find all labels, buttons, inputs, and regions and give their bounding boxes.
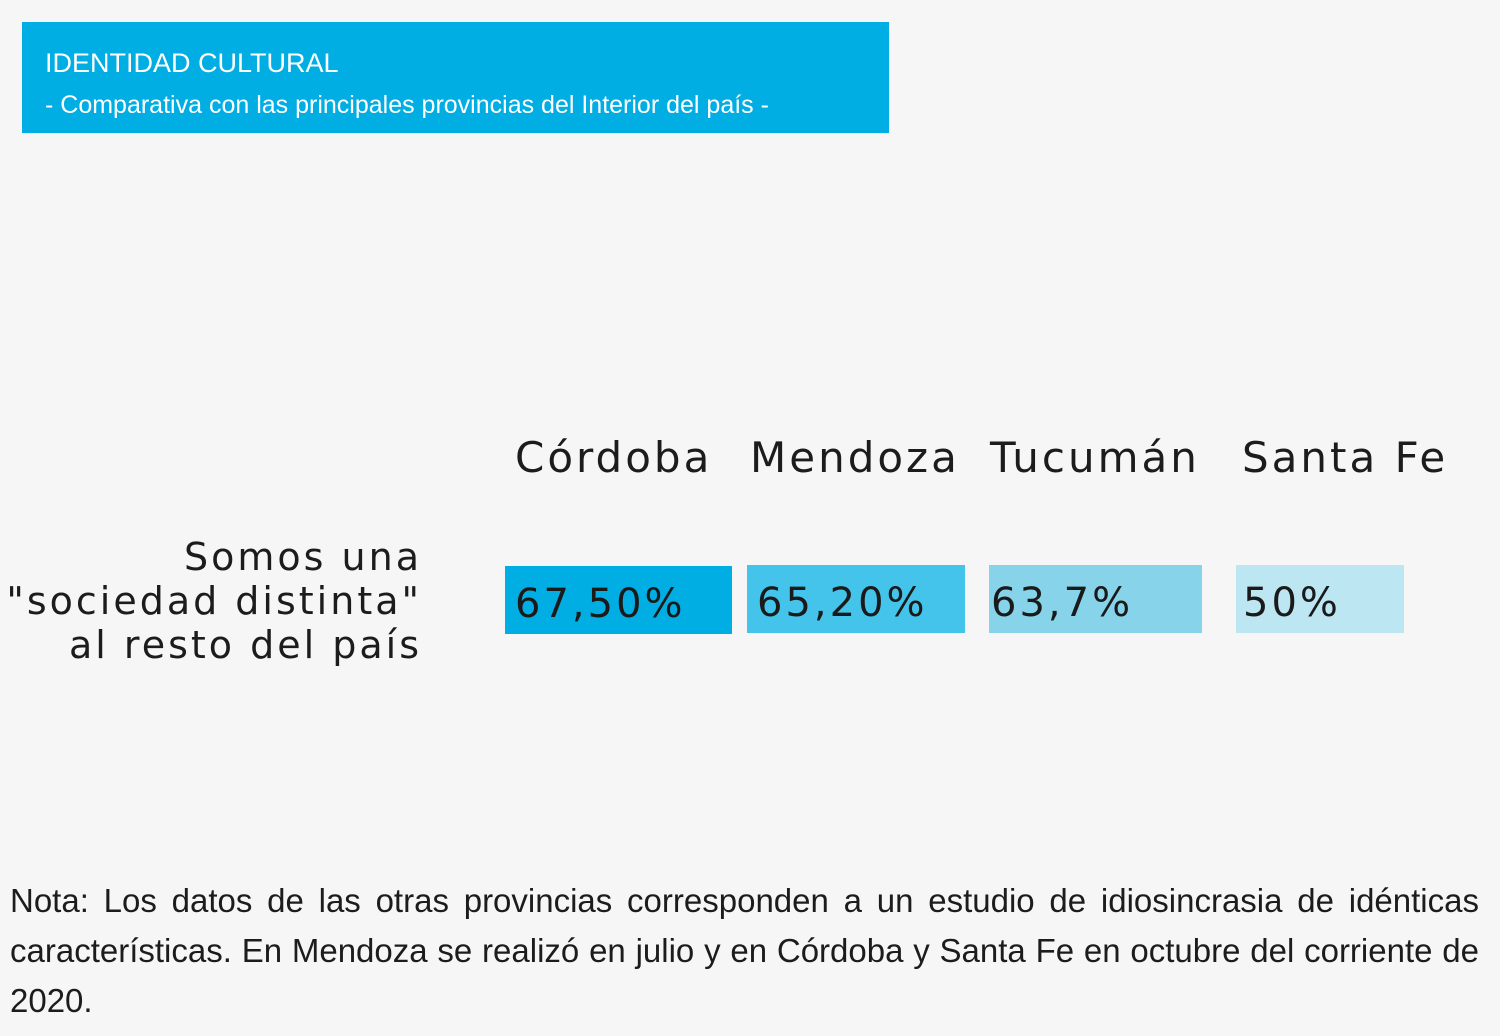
row-label: Somos una "sociedad distinta" al resto d…	[6, 535, 422, 667]
value-cell-tucuman: 63,7%	[989, 565, 1202, 633]
value-cell-santa-fe: 50%	[1236, 565, 1404, 633]
chart-title: IDENTIDAD CULTURAL	[45, 48, 339, 78]
column-header-mendoza: Mendoza	[750, 433, 960, 482]
column-header-tucuman: Tucumán	[990, 433, 1200, 482]
value-cell-mendoza: 65,20%	[747, 565, 965, 633]
row-label-line: al resto del país	[68, 623, 422, 667]
row-label-line: Somos una	[184, 535, 422, 579]
footnote: Nota: Los datos de las otras provincias …	[10, 882, 1479, 1019]
column-header-cordoba: Córdoba	[515, 433, 713, 482]
value-cell-cordoba: 67,50%	[505, 566, 732, 634]
chart-subtitle: - Comparativa con las principales provin…	[45, 91, 769, 119]
chart-header: IDENTIDAD CULTURAL - Comparativa con las…	[22, 22, 889, 133]
row-label-line: "sociedad distinta"	[6, 579, 422, 623]
column-header-santa-fe: Santa Fe	[1242, 433, 1449, 482]
